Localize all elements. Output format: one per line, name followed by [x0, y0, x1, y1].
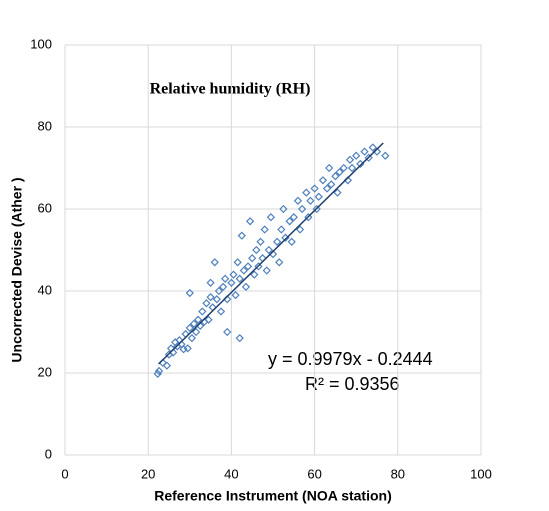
- point: [241, 282, 251, 292]
- point: [216, 307, 226, 316]
- point: [214, 286, 224, 296]
- point: [212, 295, 221, 304]
- point: [285, 217, 294, 226]
- point: [210, 258, 219, 267]
- r-squared: R² = 0.9356: [305, 374, 400, 394]
- x-tick-label: 100: [470, 466, 492, 481]
- point: [254, 262, 263, 271]
- point: [250, 270, 259, 279]
- point: [360, 147, 369, 156]
- point: [206, 278, 215, 287]
- point: [252, 245, 261, 255]
- point: [260, 225, 269, 234]
- point: [314, 192, 323, 201]
- point: [318, 176, 328, 185]
- point: [193, 315, 203, 324]
- x-axis-label: Reference Instrument (NOA station): [154, 488, 392, 504]
- point: [233, 258, 242, 267]
- point: [183, 344, 192, 353]
- point: [208, 303, 217, 312]
- point: [223, 327, 232, 337]
- y-tick-label: 20: [38, 364, 52, 379]
- point: [310, 184, 319, 193]
- point: [202, 299, 211, 308]
- point: [364, 153, 373, 162]
- x-tick-label: 80: [391, 466, 405, 481]
- point: [277, 225, 286, 234]
- point: [221, 274, 230, 283]
- trendline: [158, 142, 384, 365]
- point: [322, 184, 332, 193]
- point: [306, 196, 315, 205]
- point: [227, 278, 236, 287]
- point: [189, 319, 199, 328]
- point: [304, 213, 313, 222]
- point: [295, 225, 305, 234]
- point: [293, 196, 303, 205]
- y-tick-label: 60: [38, 200, 52, 215]
- point: [237, 231, 246, 240]
- point: [325, 163, 334, 173]
- point: [206, 293, 215, 302]
- point: [381, 151, 390, 160]
- y-tick-label: 100: [30, 36, 52, 51]
- point: [297, 204, 307, 214]
- point: [243, 262, 253, 271]
- point: [368, 143, 377, 152]
- y-axis-label: Uncorrected Devise (Ather ): [9, 177, 25, 362]
- point: [327, 180, 336, 189]
- point: [289, 213, 298, 222]
- point: [154, 366, 164, 376]
- point: [185, 288, 194, 298]
- point: [273, 237, 282, 246]
- point: [335, 167, 344, 177]
- point: [239, 266, 249, 275]
- point: [333, 188, 342, 197]
- x-tick-label: 20: [141, 466, 155, 481]
- y-tick-label: 40: [38, 282, 52, 297]
- point: [312, 204, 321, 214]
- x-tick-label: 0: [61, 466, 68, 481]
- point: [231, 290, 240, 300]
- y-tick-label: 0: [45, 446, 52, 461]
- point: [352, 151, 361, 160]
- point: [264, 245, 273, 255]
- point: [279, 204, 288, 214]
- point: [245, 217, 255, 226]
- y-tick-label: 80: [38, 118, 52, 133]
- point: [258, 254, 267, 263]
- point: [248, 254, 257, 263]
- equation: y = 0.9979x - 0.2444: [268, 349, 433, 369]
- point: [179, 345, 188, 354]
- point: [266, 213, 276, 222]
- point: [347, 163, 357, 173]
- x-tick-label: 40: [224, 466, 238, 481]
- point: [339, 163, 348, 173]
- point: [185, 323, 194, 333]
- chart-title: Relative humidity (RH): [150, 81, 311, 98]
- point: [331, 172, 340, 181]
- point: [198, 307, 207, 316]
- point: [191, 327, 201, 337]
- point: [262, 266, 271, 275]
- point: [287, 237, 296, 246]
- point: [218, 282, 228, 292]
- point: [302, 188, 311, 197]
- point: [235, 334, 244, 343]
- point: [256, 237, 265, 246]
- point: [204, 315, 213, 324]
- point: [345, 155, 355, 164]
- point: [187, 334, 197, 343]
- x-tick-label: 60: [307, 466, 321, 481]
- point: [235, 274, 244, 283]
- point: [229, 270, 238, 279]
- point: [162, 361, 172, 370]
- point: [275, 258, 284, 267]
